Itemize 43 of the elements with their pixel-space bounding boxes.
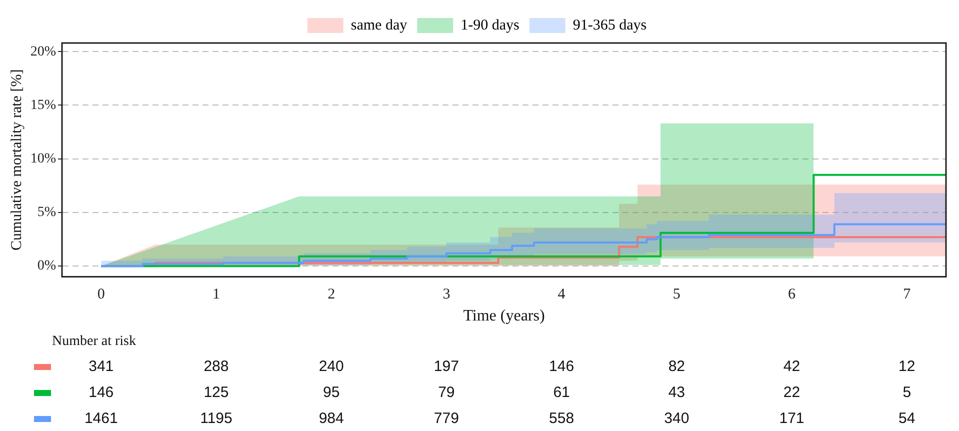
y-axis-title: Cumulative mortality rate [%] (8, 69, 25, 250)
x-tick-label: 6 (788, 286, 796, 303)
legend-label: 91-365 days (572, 17, 647, 34)
text: 12 (898, 358, 916, 376)
x-tick-label: 5 (672, 286, 680, 303)
text: 146 (88, 384, 115, 402)
text: 42 (782, 358, 802, 376)
y-tick-label: 5% (37, 205, 56, 220)
text: 240 (318, 358, 345, 376)
x-tick-label: 2 (328, 286, 336, 303)
x-tick-label: 7 (903, 286, 912, 303)
text: 79 (437, 384, 456, 402)
x-axis-title: Time (years) (463, 308, 545, 325)
text: 341 (88, 358, 115, 376)
text: 340 (663, 410, 690, 428)
x-tick-label: 0 (97, 286, 105, 303)
text: 61 (552, 384, 571, 402)
y-tick-label: 0% (37, 258, 56, 274)
text: 146 (548, 358, 576, 376)
text: 95 (322, 384, 341, 402)
text: 1461 (83, 410, 119, 428)
legend-label: 1-90 days (460, 17, 520, 34)
text: 171 (778, 410, 806, 428)
x-tick-label: 3 (442, 286, 450, 303)
text: 288 (202, 358, 230, 376)
text: 779 (432, 410, 460, 428)
y-tick-label: 15% (30, 98, 56, 113)
text: 1195 (199, 410, 234, 428)
text: 5 (902, 384, 912, 402)
text: 43 (667, 384, 686, 402)
text: 197 (432, 358, 460, 376)
text: Number at risk (52, 334, 136, 350)
text: 22 (782, 384, 802, 402)
text: 984 (318, 410, 345, 428)
x-tick-label: 4 (558, 286, 566, 303)
text: 54 (898, 410, 916, 428)
y-tick-label: 10% (30, 152, 56, 166)
text: 558 (548, 410, 576, 428)
y-tick-label: 20% (30, 44, 56, 60)
text: 82 (667, 358, 686, 376)
legend-label: same day (350, 17, 408, 34)
x-tick-label: 1 (212, 286, 220, 303)
text: 125 (202, 384, 230, 402)
